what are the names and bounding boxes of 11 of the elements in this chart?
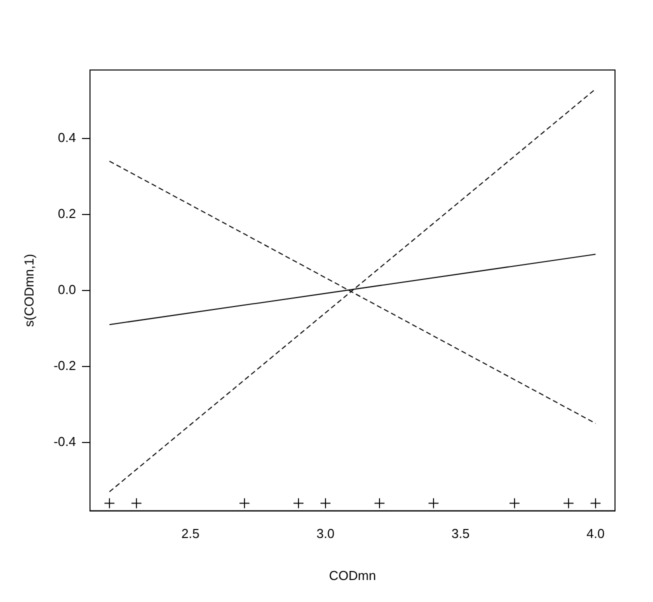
- y-tick-label: 0.0: [58, 282, 76, 297]
- x-tick-label: 4.0: [586, 526, 605, 542]
- x-tick-label: 3.0: [316, 526, 335, 542]
- y-tick-label: 0.2: [58, 206, 76, 221]
- y-tick-label: -0.4: [54, 434, 76, 449]
- y-tick-label: -0.2: [54, 358, 76, 373]
- y-axis-title: s(CODmn,1): [21, 254, 36, 327]
- y-tick-label: 0.4: [58, 130, 76, 145]
- x-axis-title: CODmn: [329, 568, 376, 583]
- x-tick-label: 3.5: [451, 526, 470, 542]
- x-tick-label: 2.5: [181, 526, 200, 542]
